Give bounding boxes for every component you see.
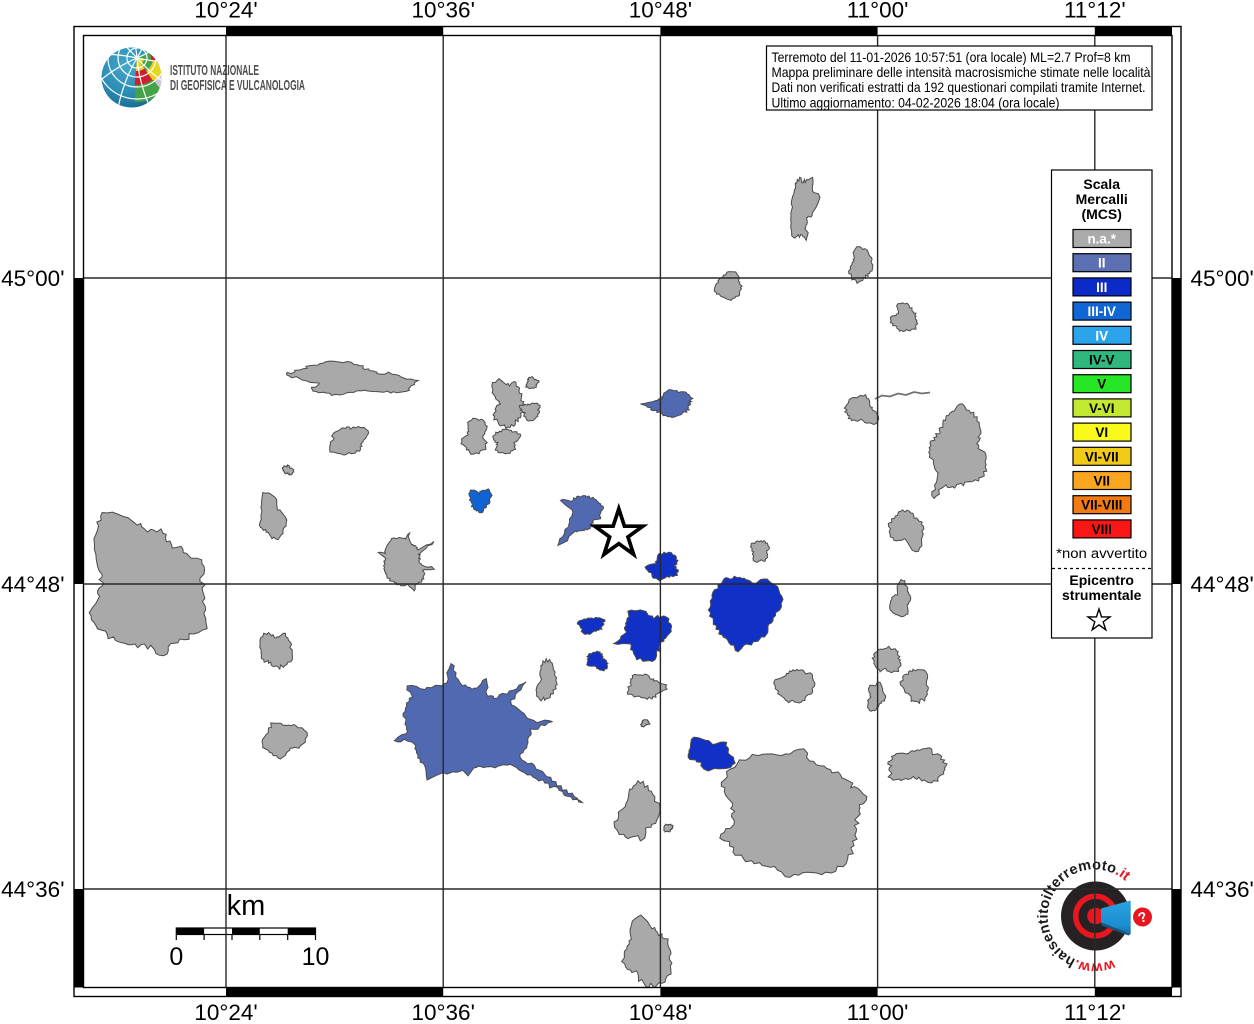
svg-text:n.a.*: n.a.* <box>1087 232 1116 247</box>
svg-text:Mercalli: Mercalli <box>1076 191 1128 207</box>
svg-text:11°12': 11°12' <box>1064 1000 1126 1024</box>
svg-text:0: 0 <box>169 943 183 971</box>
svg-text:10°48': 10°48' <box>629 0 692 22</box>
svg-text:*non avvertito: *non avvertito <box>1056 546 1147 561</box>
svg-text:10°24': 10°24' <box>194 1000 257 1024</box>
svg-text:44°36': 44°36' <box>1191 877 1254 902</box>
svg-text:10: 10 <box>302 943 330 971</box>
svg-text:10°36': 10°36' <box>412 1000 475 1024</box>
svg-text:(MCS): (MCS) <box>1081 206 1121 222</box>
svg-text:Epicentro: Epicentro <box>1069 572 1134 588</box>
svg-text:km: km <box>227 890 266 922</box>
svg-text:10°36': 10°36' <box>412 0 475 22</box>
svg-text:44°36': 44°36' <box>1 877 64 902</box>
svg-text:VI-VII: VI-VII <box>1085 449 1119 464</box>
svg-text:Dati non verificati estratti d: Dati non verificati estratti da 192 ques… <box>772 79 1146 95</box>
svg-text:III-IV: III-IV <box>1087 304 1116 319</box>
svg-text:10°24': 10°24' <box>194 0 257 22</box>
svg-text:11°00': 11°00' <box>847 1000 909 1024</box>
svg-text:strumentale: strumentale <box>1062 587 1142 603</box>
svg-text:44°48': 44°48' <box>1 572 64 597</box>
svg-text:ISTITUTO NAZIONALE: ISTITUTO NAZIONALE <box>170 62 259 79</box>
svg-text:DI GEOFISICA E VULCANOLOGIA: DI GEOFISICA E VULCANOLOGIA <box>170 77 305 94</box>
svg-text:Scala: Scala <box>1083 176 1120 192</box>
svg-text:II: II <box>1098 256 1106 271</box>
svg-text:V: V <box>1097 377 1106 392</box>
svg-text:VI: VI <box>1095 425 1108 440</box>
svg-text:11°12': 11°12' <box>1064 0 1126 22</box>
svg-text:III: III <box>1096 280 1107 295</box>
svg-text:VII-VIII: VII-VIII <box>1081 498 1122 513</box>
svg-text:Terremoto del 11-01-2026 10:57: Terremoto del 11-01-2026 10:57:51 (ora l… <box>772 49 1131 65</box>
svg-text:VII: VII <box>1093 474 1110 489</box>
svg-text:44°48': 44°48' <box>1191 572 1254 597</box>
svg-text:45°00': 45°00' <box>1 266 64 291</box>
svg-text:11°00': 11°00' <box>847 0 909 22</box>
svg-text:IV-V: IV-V <box>1089 353 1115 368</box>
svg-text:Mappa preliminare delle intens: Mappa preliminare delle intensità macros… <box>772 64 1151 80</box>
svg-text:10°48': 10°48' <box>629 1000 692 1024</box>
svg-text:V-VI: V-VI <box>1089 401 1115 416</box>
svg-text:IV: IV <box>1095 328 1108 343</box>
svg-text:VIII: VIII <box>1092 522 1112 537</box>
svg-text:Ultimo aggiornamento: 04-02-20: Ultimo aggiornamento: 04-02-2026 18:04 (… <box>772 95 1060 111</box>
svg-text:45°00': 45°00' <box>1191 266 1254 291</box>
